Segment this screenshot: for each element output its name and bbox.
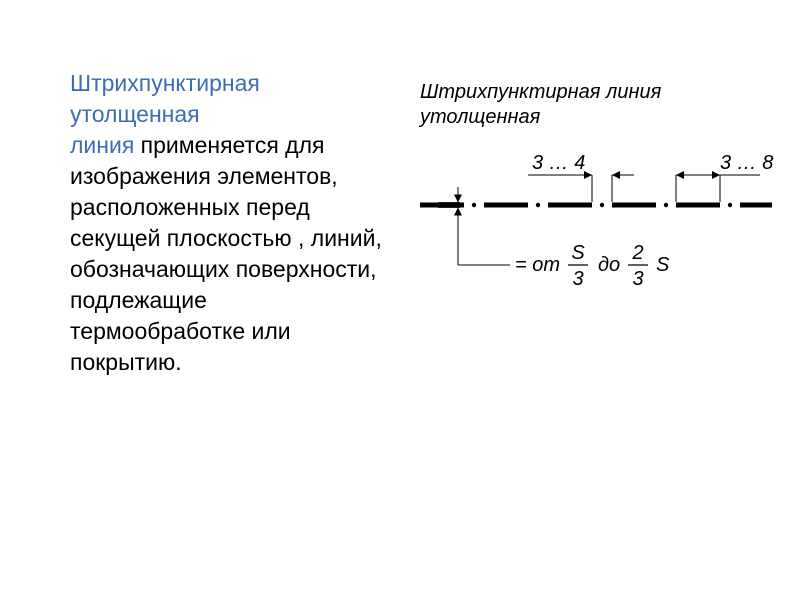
diagram: Штрихпунктирная линия утолщенная [420, 80, 780, 290]
formula-prefix: = от [515, 254, 560, 276]
thickness-formula: = от S 3 до 2 3 S [515, 242, 670, 290]
formula-num1: S [571, 242, 585, 264]
page-root: Штрихпунктирная утолщенная линия применя… [0, 0, 800, 600]
dimension-thickness [438, 187, 510, 265]
term-line1: Штрихпунктирная [70, 70, 260, 96]
term-noun: линия [70, 132, 141, 158]
body-rest: применяется для изображения элементов, р… [70, 132, 382, 375]
formula-den2: 3 [632, 268, 643, 290]
formula-suffix: S [656, 254, 670, 276]
formula-mid: до [598, 254, 620, 276]
dash-label: 3 … 8 [720, 152, 773, 174]
diagram-title: Штрихпунктирная линия утолщенная [420, 80, 661, 130]
diagram-title-line1: Штрихпунктирная линия [420, 81, 661, 103]
thick-dash-dot-line [420, 203, 772, 207]
diagram-svg: 3 … 4 3 … 8 [420, 135, 780, 295]
term-line2: утолщенная [70, 101, 200, 127]
formula-num2: 2 [631, 242, 643, 264]
diagram-title-line2: утолщенная [420, 106, 540, 128]
dimension-gap: 3 … 4 [528, 152, 634, 202]
gap-label: 3 … 4 [532, 152, 585, 174]
dimension-dash: 3 … 8 [676, 152, 773, 202]
description-paragraph: Штрихпунктирная утолщенная линия применя… [70, 68, 385, 378]
formula-den1: 3 [572, 268, 583, 290]
